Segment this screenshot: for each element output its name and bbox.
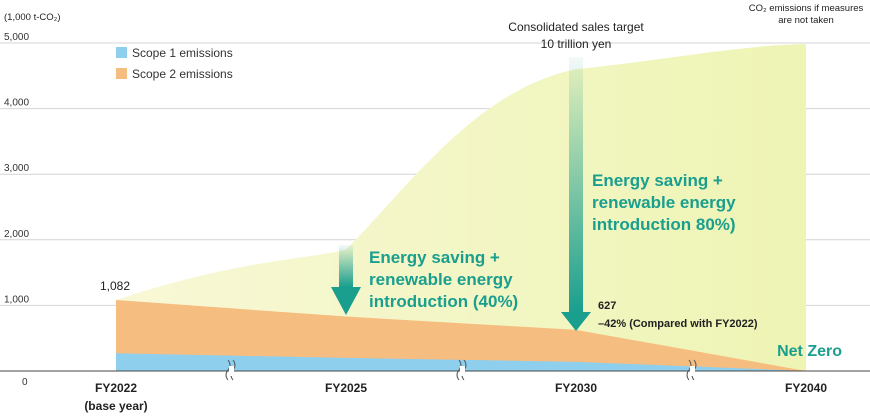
fy2030-reduction-label: –42% (Compared with FY2022) (598, 318, 758, 330)
legend-label-scope2: Scope 2 emissions (132, 67, 233, 81)
no-measures-line2: are not taken (778, 15, 833, 26)
reduction-arrow-80-head (561, 312, 591, 331)
x-tick-sublabel: (base year) (84, 399, 147, 413)
saving40-line1: Energy saving + (369, 248, 500, 267)
start-value-label: 1,082 (100, 279, 130, 293)
x-tick-label: FY2030 (555, 381, 597, 395)
y-axis-ticks: 0 1,000 2,000 3,000 4,000 5,000 (4, 32, 29, 388)
legend-swatch-scope2 (116, 68, 127, 79)
reduction-arrow-40 (331, 245, 361, 315)
scope2-area (116, 300, 806, 371)
saving80-line3: introduction 80%) (592, 215, 736, 234)
axis-break-mask (229, 366, 695, 376)
y-tick-label: 1,000 (4, 294, 29, 305)
saving80-line2: renewable energy (592, 193, 736, 212)
x-axis-labels: FY2022 (base year) FY2025 FY2030 FY2040 (84, 381, 827, 413)
sales-target-line2: 10 trillion yen (541, 37, 612, 51)
x-tick-label: FY2025 (325, 381, 367, 395)
sales-target-line1: Consolidated sales target (508, 20, 644, 34)
y-axis-unit-label: (1,000 t-CO₂) (4, 12, 60, 23)
no-measures-area (116, 44, 806, 371)
reduction-arrow-40-head (331, 287, 361, 315)
y-tick-label: 4,000 (4, 98, 29, 109)
saving80-line1: Energy saving + (592, 171, 723, 190)
net-zero-label: Net Zero (777, 343, 842, 360)
fy2030-value-label: 627 (598, 300, 616, 312)
axis-break-gap-3 (690, 366, 695, 376)
legend-swatch-scope1 (116, 47, 127, 58)
legend: Scope 1 emissions Scope 2 emissions (116, 46, 233, 81)
scope1-area (116, 353, 806, 371)
y-tick-label: 2,000 (4, 229, 29, 240)
reduction-arrow-80-shaft (569, 57, 583, 313)
y-tick-label: 5,000 (4, 32, 29, 43)
y-tick-label: 3,000 (4, 163, 29, 174)
axis-break-gap-1 (229, 366, 234, 376)
axis-break-gap-2 (460, 366, 465, 376)
x-tick-label: FY2022 (95, 381, 137, 395)
no-measures-line1: CO₂ emissions if measures (749, 3, 864, 14)
y-tick-label: 0 (22, 377, 28, 388)
reduction-arrow-40-shaft (339, 245, 353, 287)
saving40-line2: renewable energy (369, 270, 513, 289)
legend-label-scope1: Scope 1 emissions (132, 46, 233, 60)
saving40-line3: introduction (40%) (369, 292, 518, 311)
axis-break-2 (456, 359, 462, 381)
axis-break-3 (686, 359, 692, 381)
x-tick-label: FY2040 (785, 381, 827, 395)
axis-break-1 (225, 359, 231, 381)
reduction-arrow-80 (561, 57, 591, 331)
